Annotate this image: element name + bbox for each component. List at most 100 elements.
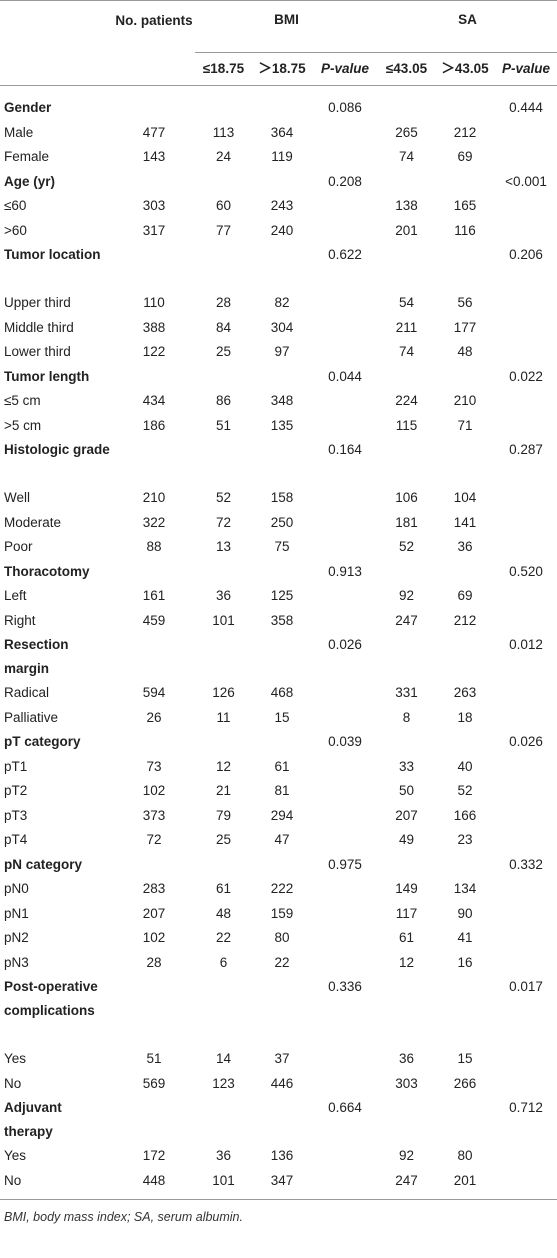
cell-sp — [495, 486, 557, 511]
table-row: Male 477 113 364 265 212 — [0, 121, 557, 146]
cell-s1: 8 — [402, 709, 411, 725]
cell-bp — [312, 584, 378, 609]
cell-s2 — [435, 730, 495, 755]
header-patients: No. patients — [115, 13, 193, 28]
table-row: >60 317 77 240 201 116 — [0, 219, 557, 244]
table-row: Well 210 52 158 106 104 — [0, 486, 557, 511]
row-label: Yes — [4, 1148, 27, 1163]
cell-s2: 56 — [457, 295, 473, 310]
cell-s1: 331 — [395, 685, 418, 700]
table-row: No 448 101 347 247 201 — [0, 1169, 557, 1194]
cell-s1: 106 — [395, 490, 418, 505]
cell-n — [113, 1096, 195, 1144]
cell-sp: 0.287 — [509, 442, 543, 457]
cell-b2: 468 — [270, 685, 294, 700]
cell-s1: 50 — [398, 783, 415, 798]
cell-s1 — [378, 560, 435, 585]
cell-s1 — [378, 365, 435, 390]
cell-s1: 74 — [398, 149, 415, 164]
cell-b1: 101 — [212, 612, 235, 628]
cell-bp — [312, 121, 378, 146]
cell-b1 — [195, 1096, 252, 1144]
row-label: pT3 — [4, 807, 28, 823]
row-label: Moderate — [4, 514, 62, 530]
cell-sp — [495, 584, 557, 609]
row-label: pN1 — [4, 905, 29, 921]
cell-b2: 125 — [270, 588, 294, 603]
cell-sp — [495, 755, 557, 780]
cell-bp: 0.164 — [328, 442, 362, 457]
cell-b2: 347 — [270, 1172, 294, 1188]
cell-s1: 265 — [395, 124, 418, 140]
cell-bp — [312, 535, 378, 560]
table-row: Radical 594 126 468 331 263 — [0, 681, 557, 706]
cell-n: 72 — [146, 832, 162, 847]
cell-sp — [495, 902, 557, 927]
cell-n — [113, 438, 195, 486]
cell-s2: 80 — [457, 1148, 473, 1163]
cell-bp — [312, 877, 378, 902]
cell-b2: 37 — [274, 1051, 290, 1066]
row-label: Resection margin — [4, 637, 69, 676]
cell-s1: 138 — [395, 198, 418, 213]
cell-n: 122 — [142, 344, 166, 359]
cell-sp: 0.206 — [509, 247, 543, 262]
row-label: Radical — [4, 685, 50, 700]
cell-n: 73 — [146, 758, 162, 774]
header-sa-high: ＞43.05 — [441, 61, 489, 76]
cell-s1: 247 — [395, 612, 418, 628]
cell-n: 322 — [142, 514, 166, 530]
row-label: Poor — [4, 539, 33, 554]
cell-b1: 28 — [215, 295, 232, 310]
cell-b1: 60 — [215, 198, 232, 213]
header-empty-2 — [0, 53, 113, 86]
cell-n — [113, 633, 195, 681]
cell-n: 569 — [142, 1075, 166, 1091]
cell-s1: 74 — [398, 344, 415, 359]
cell-b2: 348 — [270, 393, 294, 408]
cell-bp — [312, 340, 378, 365]
cell-sp: 0.012 — [509, 637, 543, 652]
category-row: Thoracotomy 0.913 0.520 — [0, 560, 557, 585]
cell-s2 — [435, 170, 495, 195]
cell-sp — [495, 414, 557, 439]
header-sa-low: ≤43.05 — [385, 61, 428, 76]
cell-b1: 79 — [215, 807, 232, 823]
cell-b1: 61 — [215, 881, 232, 896]
cell-bp: 0.039 — [328, 734, 362, 749]
category-row: Tumor location 0.622 0.206 — [0, 243, 557, 291]
header-group-sa: SA — [378, 0, 557, 53]
cell-b2: 136 — [270, 1148, 294, 1163]
cell-s2: 116 — [454, 222, 476, 238]
row-label: Upper third — [4, 295, 71, 310]
header-bmi-low: ≤18.75 — [202, 61, 245, 76]
cell-b2: 250 — [270, 514, 294, 530]
cell-bp — [312, 316, 378, 341]
cell-s2 — [435, 633, 495, 681]
cell-sp — [495, 951, 557, 976]
cell-n: 388 — [142, 319, 166, 335]
row-label: pN category — [4, 856, 83, 872]
row-label: >60 — [4, 222, 27, 238]
cell-b2 — [252, 1096, 312, 1144]
cell-bp: 0.208 — [328, 173, 362, 189]
cell-b1: 51 — [215, 417, 232, 433]
cell-b1: 13 — [215, 539, 232, 554]
cell-b2 — [252, 560, 312, 585]
cell-s2: 263 — [453, 685, 477, 700]
cell-b2: 158 — [270, 490, 294, 505]
cell-s1 — [378, 633, 435, 681]
cell-s2: 18 — [457, 709, 473, 725]
cell-n: 477 — [142, 124, 166, 140]
cell-bp — [312, 1144, 378, 1169]
cell-b2: 81 — [274, 783, 290, 798]
row-label: Well — [4, 490, 31, 505]
cell-b1: 52 — [215, 490, 232, 505]
cell-n: 110 — [143, 295, 165, 310]
table-row: pN1 207 48 159 117 90 — [0, 902, 557, 927]
cell-s1: 92 — [398, 1148, 415, 1163]
cell-b1: 101 — [212, 1172, 235, 1188]
cell-s2: 210 — [453, 393, 477, 408]
cell-s2 — [435, 560, 495, 585]
cell-n — [113, 96, 195, 121]
